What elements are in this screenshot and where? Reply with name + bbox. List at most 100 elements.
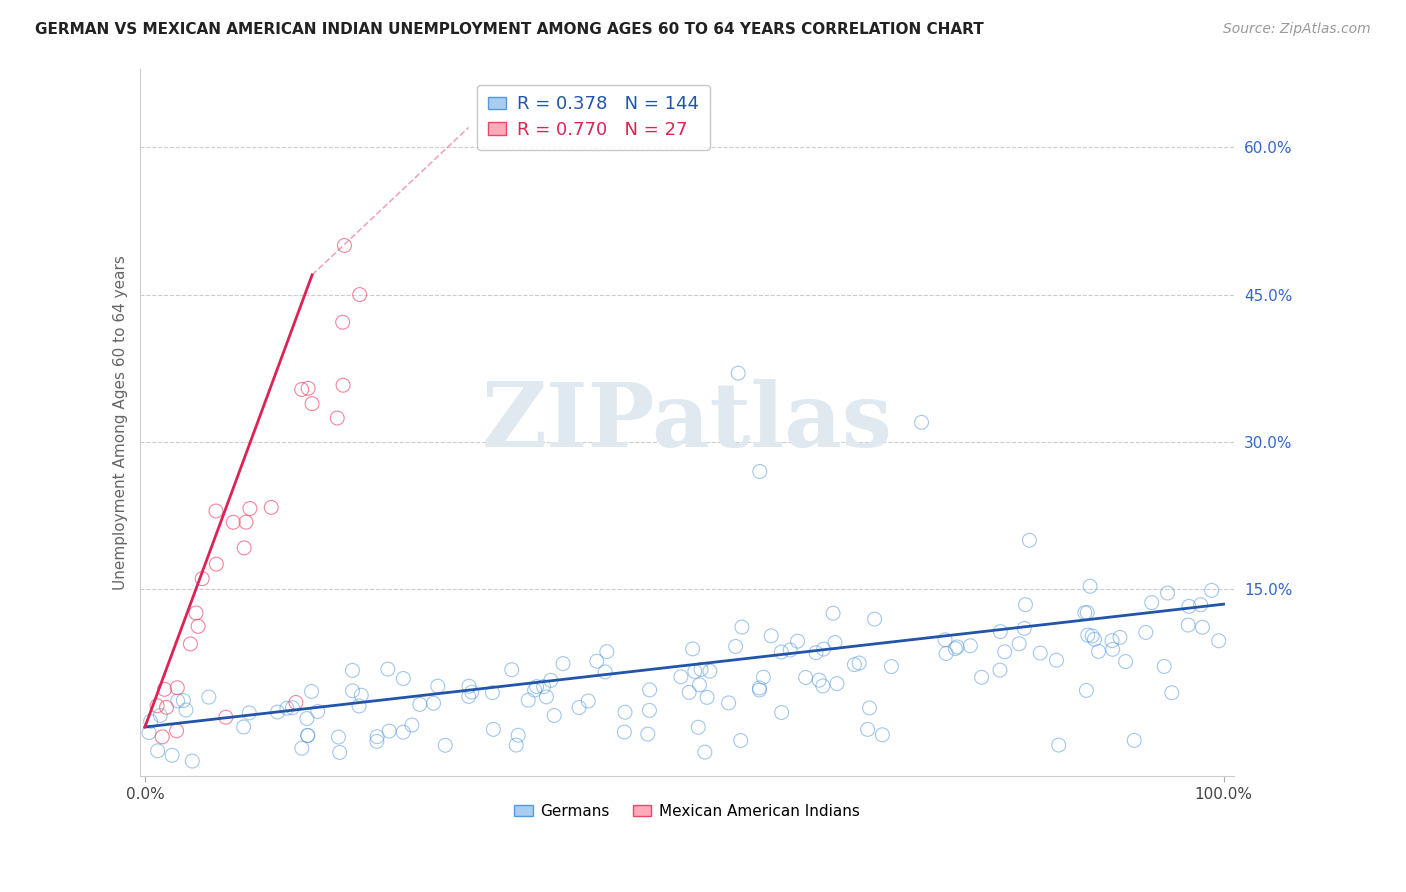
Point (988, 663, 1011, 677)
Point (1087, 644, 1109, 658)
Point (585, 654, 607, 668)
Point (551, 657, 574, 671)
Point (568, 700, 591, 714)
Point (637, 727, 659, 741)
Point (825, 676, 848, 690)
Point (297, 381, 319, 395)
Point (333, 238, 356, 252)
Point (401, 718, 423, 732)
Point (1014, 598, 1036, 612)
Point (150, 730, 173, 744)
Point (458, 679, 481, 693)
Point (198, 690, 221, 704)
Text: ZIPatlas: ZIPatlas (481, 379, 893, 466)
Point (215, 710, 238, 724)
Point (205, 557, 228, 571)
Point (813, 642, 835, 657)
Point (880, 659, 903, 673)
Point (683, 665, 706, 679)
Point (848, 656, 870, 670)
Point (717, 696, 740, 710)
Point (770, 645, 793, 659)
Point (149, 708, 172, 723)
Point (536, 690, 558, 704)
Point (808, 673, 831, 688)
Point (823, 606, 845, 620)
Point (457, 690, 479, 704)
Point (181, 754, 204, 768)
Point (409, 698, 432, 712)
Point (233, 541, 256, 555)
Point (688, 720, 710, 734)
Point (1077, 628, 1099, 642)
Point (501, 663, 523, 677)
Point (638, 682, 661, 697)
Point (910, 415, 932, 429)
Point (970, 670, 993, 684)
Point (332, 315, 354, 329)
Point (824, 635, 846, 649)
Point (434, 739, 457, 753)
Point (332, 378, 354, 392)
Point (872, 728, 894, 742)
Point (731, 620, 754, 634)
Point (596, 645, 619, 659)
Point (1029, 646, 1052, 660)
Point (235, 515, 257, 529)
Point (935, 647, 957, 661)
Point (804, 646, 827, 660)
Point (946, 640, 969, 654)
Point (748, 683, 770, 698)
Point (146, 698, 169, 713)
Point (934, 632, 956, 647)
Point (988, 624, 1011, 639)
Point (276, 701, 298, 715)
Point (349, 287, 371, 301)
Point (166, 723, 188, 738)
Point (1076, 606, 1098, 620)
Point (238, 706, 260, 720)
Point (260, 500, 283, 515)
Point (422, 696, 444, 710)
Point (1115, 655, 1137, 669)
Point (748, 465, 770, 479)
Point (166, 681, 188, 695)
Point (1135, 625, 1157, 640)
Point (858, 701, 880, 715)
Point (184, 606, 207, 620)
Point (1018, 533, 1040, 548)
Point (326, 411, 349, 425)
Point (540, 673, 562, 688)
Point (461, 685, 484, 699)
Point (146, 744, 169, 758)
Point (284, 696, 307, 710)
Point (1014, 621, 1036, 635)
Point (1177, 618, 1199, 632)
Point (724, 640, 747, 654)
Point (690, 662, 713, 676)
Point (786, 634, 808, 648)
Point (205, 504, 228, 518)
Point (239, 501, 262, 516)
Point (638, 703, 661, 717)
Point (696, 690, 718, 705)
Point (693, 745, 716, 759)
Point (863, 612, 886, 626)
Point (297, 728, 319, 742)
Point (281, 700, 304, 714)
Point (543, 708, 565, 723)
Point (761, 629, 783, 643)
Point (482, 723, 505, 737)
Point (266, 705, 288, 719)
Point (1140, 596, 1163, 610)
Point (366, 734, 388, 748)
Y-axis label: Unemployment Among Ages 60 to 64 years: Unemployment Among Ages 60 to 64 years (114, 255, 128, 590)
Point (523, 683, 546, 698)
Point (856, 723, 879, 737)
Point (1191, 620, 1213, 634)
Point (191, 572, 214, 586)
Point (481, 686, 503, 700)
Point (688, 678, 710, 692)
Point (526, 680, 548, 694)
Point (614, 705, 637, 719)
